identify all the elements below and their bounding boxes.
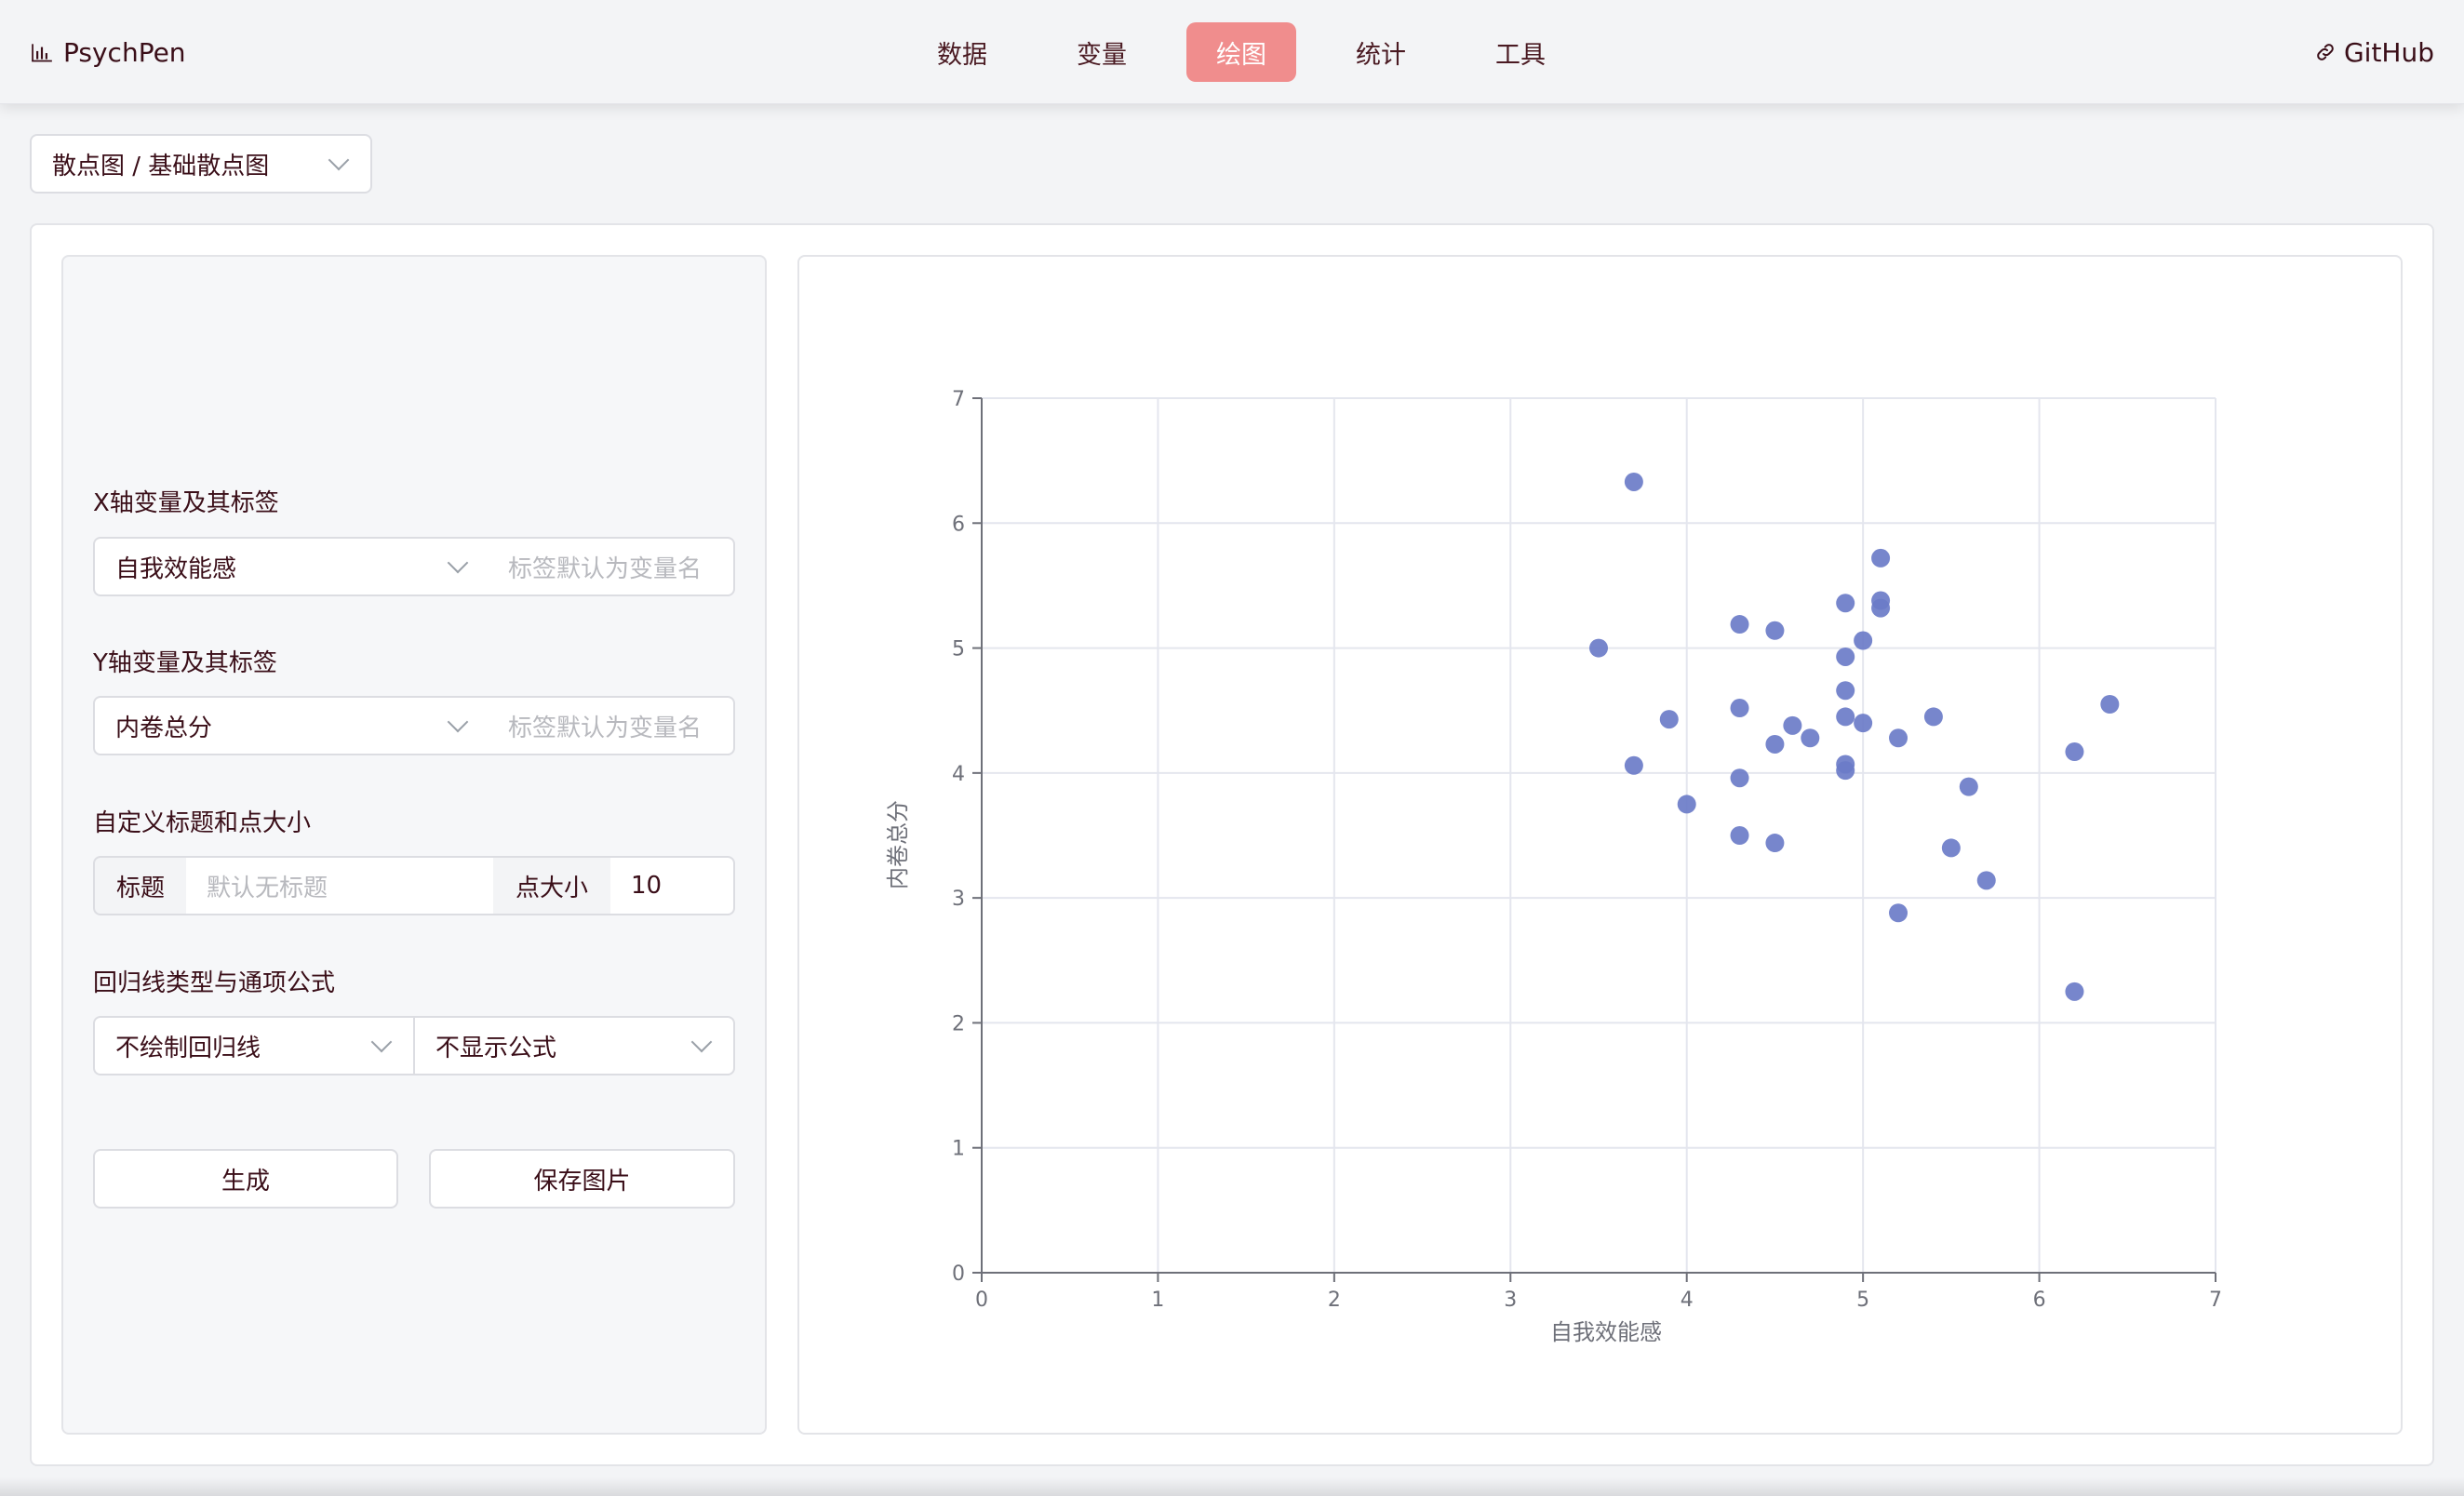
chevron-down-icon <box>328 149 350 171</box>
top-nav-bar: PsychPen 数据 变量 绘图 统计 工具 GitHub <box>0 0 2464 104</box>
x-axis-title: 自我效能感 <box>1550 1319 1662 1345</box>
title-input[interactable]: 默认无标题 <box>186 856 495 915</box>
data-point <box>1589 638 1608 658</box>
chevron-down-icon <box>447 711 469 733</box>
y-variable-select[interactable]: 内卷总分 <box>93 696 491 755</box>
chart-type-value: 散点图 / 基础散点图 <box>52 152 270 180</box>
data-point <box>1801 728 1820 748</box>
main-nav: 数据 变量 绘图 统计 工具 <box>907 22 1575 82</box>
bar-chart-icon <box>32 44 52 62</box>
data-point <box>1730 768 1749 788</box>
data-point <box>1783 715 1802 735</box>
data-point <box>1959 777 1978 796</box>
chevron-down-icon <box>690 1031 713 1053</box>
y-tick-label: 4 <box>952 763 965 786</box>
chart-type-select[interactable]: 散点图 / 基础散点图 <box>30 134 372 194</box>
data-point <box>1730 615 1749 634</box>
title-size-section-label: 自定义标题和点大小 <box>93 809 312 837</box>
github-link[interactable]: GitHub <box>2314 32 2434 73</box>
formula-select[interactable]: 不显示公式 <box>413 1016 735 1075</box>
github-label: GitHub <box>2343 36 2434 68</box>
data-point <box>1730 699 1749 718</box>
data-point <box>1976 871 1996 890</box>
data-point <box>1730 826 1749 845</box>
x-tick-label: 3 <box>1504 1289 1517 1312</box>
generate-button[interactable]: 生成 <box>93 1149 398 1209</box>
x-tick-label: 7 <box>2209 1289 2222 1312</box>
brand[interactable]: PsychPen <box>30 32 186 73</box>
x-tick-label: 4 <box>1681 1289 1694 1312</box>
title-addon: 标题 <box>93 856 188 915</box>
x-tick-label: 0 <box>975 1289 988 1312</box>
x-tick-label: 6 <box>2033 1289 2046 1312</box>
data-point <box>2065 982 2084 1001</box>
data-point <box>1659 710 1679 729</box>
data-point <box>1624 755 1643 775</box>
y-tick-label: 1 <box>952 1138 965 1161</box>
formula-value: 不显示公式 <box>435 1034 557 1062</box>
data-point <box>1836 647 1855 666</box>
data-point <box>1765 621 1785 640</box>
chevron-down-icon <box>447 552 469 574</box>
point-size-addon: 点大小 <box>493 856 612 915</box>
data-point <box>1677 795 1696 814</box>
data-point <box>1765 834 1785 853</box>
tab-data[interactable]: 数据 <box>937 40 987 70</box>
x-variable-select[interactable]: 自我效能感 <box>93 537 491 596</box>
regression-type-value: 不绘制回归线 <box>115 1034 261 1062</box>
y-variable-value: 内卷总分 <box>115 714 213 742</box>
data-point <box>1941 838 1961 858</box>
data-point <box>1889 728 1908 748</box>
bottom-edge <box>0 1477 2464 1496</box>
x-axis-section-label: X轴变量及其标签 <box>93 489 279 517</box>
data-point <box>1836 594 1855 613</box>
data-point <box>1871 598 1891 618</box>
save-image-button[interactable]: 保存图片 <box>429 1149 735 1209</box>
chart-panel <box>797 255 2403 1435</box>
y-tick-label: 7 <box>952 388 965 411</box>
tab-variables[interactable]: 变量 <box>1077 40 1127 70</box>
x-tick-label: 2 <box>1328 1289 1341 1312</box>
data-point <box>2065 742 2084 762</box>
data-point <box>1854 714 1873 733</box>
data-point <box>1765 734 1785 754</box>
data-point <box>1889 903 1908 923</box>
regression-type-select[interactable]: 不绘制回归线 <box>93 1016 415 1075</box>
regression-section-label: 回归线类型与通项公式 <box>93 969 336 997</box>
x-label-input[interactable]: 标签默认为变量名 <box>489 537 735 596</box>
data-point <box>1624 472 1643 491</box>
y-axis-section-label: Y轴变量及其标签 <box>93 649 277 677</box>
point-size-input[interactable]: 10 <box>610 856 735 915</box>
data-point <box>1836 761 1855 781</box>
y-tick-label: 0 <box>952 1262 965 1286</box>
data-point <box>1923 707 1943 727</box>
x-tick-label: 5 <box>1856 1289 1869 1312</box>
y-tick-label: 2 <box>952 1012 965 1035</box>
y-tick-label: 3 <box>952 888 965 911</box>
plot-settings-panel <box>61 255 767 1435</box>
link-icon <box>2317 44 2334 60</box>
tab-tools[interactable]: 工具 <box>1495 40 1546 70</box>
data-point <box>1854 631 1873 650</box>
y-tick-label: 5 <box>952 638 965 661</box>
x-variable-value: 自我效能感 <box>115 554 237 583</box>
data-point <box>1836 707 1855 727</box>
data-point <box>1836 681 1855 701</box>
data-point <box>2100 695 2120 714</box>
chevron-down-icon <box>370 1031 393 1053</box>
x-tick-label: 1 <box>1151 1289 1164 1312</box>
scatter-chart: 0 1 2 3 4 5 6 7 0 1 2 3 4 5 6 7 自我效能感 内卷总分 <box>885 388 2222 1345</box>
tab-statistics[interactable]: 统计 <box>1356 40 1406 70</box>
brand-name: PsychPen <box>63 36 186 68</box>
y-label-input[interactable]: 标签默认为变量名 <box>489 696 735 755</box>
data-point <box>1871 548 1891 568</box>
y-axis-title: 内卷总分 <box>885 800 911 889</box>
tab-plot[interactable]: 绘图 <box>1186 22 1296 82</box>
y-tick-label: 6 <box>952 513 965 536</box>
